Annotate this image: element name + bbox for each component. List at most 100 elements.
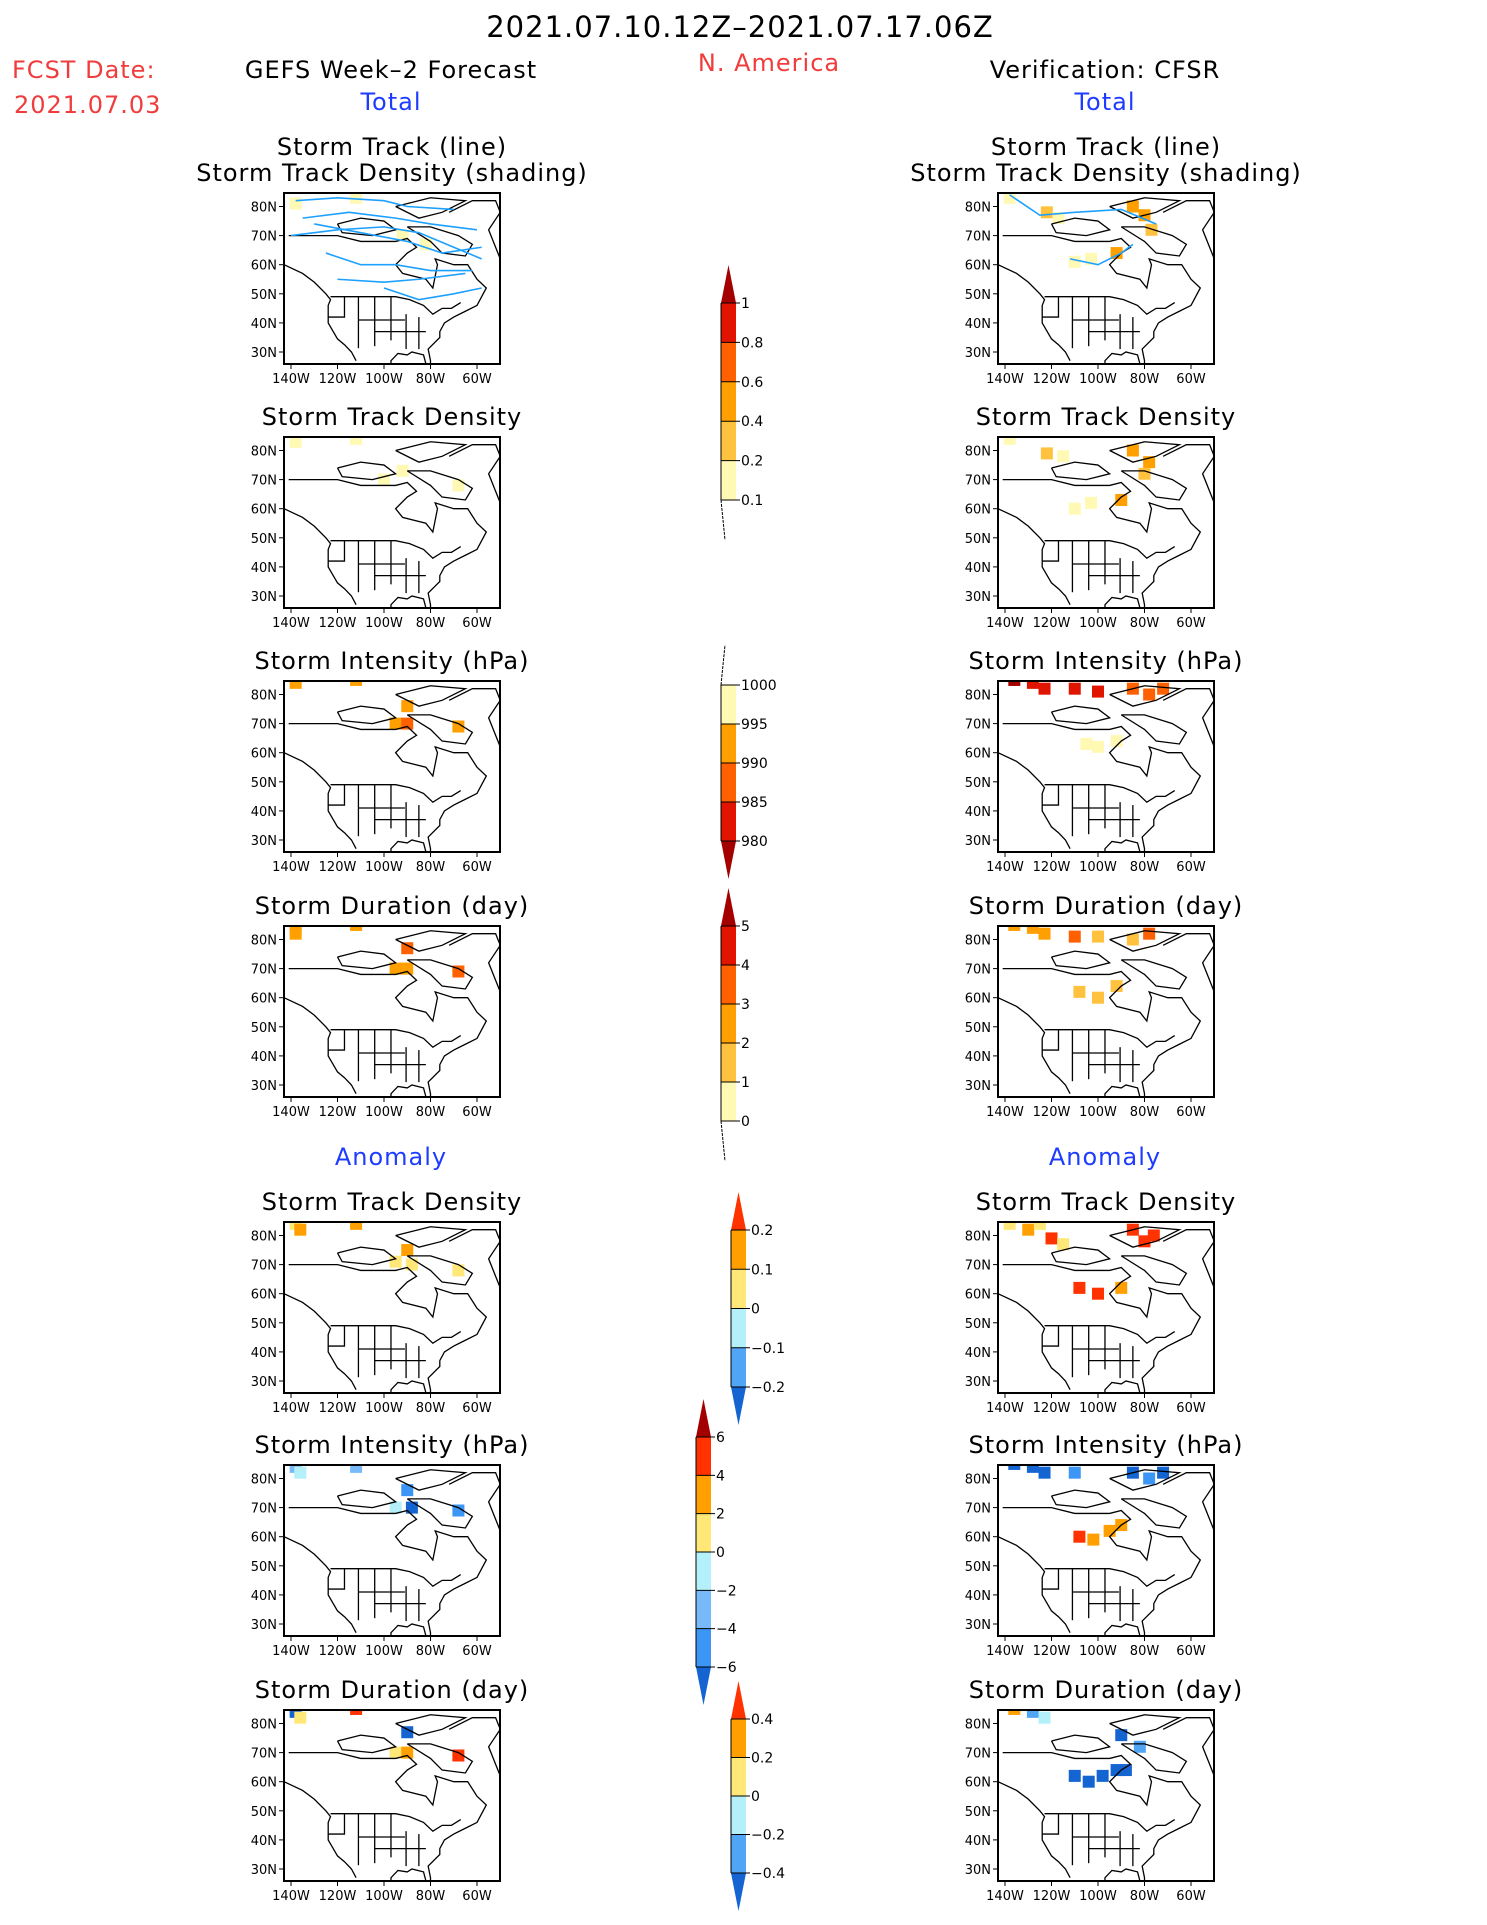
shading-cell: [1057, 1238, 1070, 1251]
lon-tick-label: 80W: [416, 616, 446, 631]
lon-tick-label: 80W: [1130, 1105, 1160, 1120]
map-frame: [283, 925, 501, 1098]
coastline: [284, 508, 357, 606]
map-content: [998, 1710, 1214, 1881]
storm-track-line: [383, 287, 482, 301]
lat-tick-label: 70N: [251, 1502, 277, 1517]
coastline: [406, 1255, 474, 1286]
map-content: [284, 437, 500, 608]
shading-cell: [1033, 1222, 1046, 1230]
colorbar-label: 6: [716, 1430, 725, 1446]
coastline: [330, 784, 462, 803]
coastline: [406, 1743, 474, 1774]
coastline: [1002, 1751, 1202, 1881]
colorbar-tail: [720, 1120, 726, 1162]
lon-tick-label: 120W: [319, 616, 357, 631]
lon-tick-label: 60W: [1176, 372, 1206, 387]
colorbar-total-density: 1 0.8 0.6 0.4 0.2 0.1: [720, 265, 763, 541]
map-panel-right: 80N 70N 60N 50N 40N 30N 140W 120W 100W 80W 60W: [965, 925, 1215, 1120]
coastline: [284, 1293, 357, 1391]
colorbar-label: −6: [716, 1660, 737, 1676]
lat-tick-label: 30N: [251, 1079, 277, 1094]
coastline: [1042, 1568, 1060, 1590]
coastline: [284, 752, 357, 850]
lon-tick-label: 120W: [319, 1401, 357, 1416]
coastline: [328, 1325, 346, 1347]
coastline: [406, 1498, 474, 1529]
lat-tick-label: 70N: [251, 963, 277, 978]
lon-tick-label: 120W: [1033, 1889, 1071, 1904]
shading-cell: [1026, 1710, 1039, 1718]
colorbar-top-triangle: [731, 1192, 746, 1230]
shading-cell: [1045, 1232, 1058, 1245]
lat-tick-label: 50N: [251, 1021, 277, 1036]
lat-tick-label: 30N: [965, 834, 991, 849]
shading-cell: [401, 1484, 414, 1497]
colorbar-label: 0.1: [741, 493, 763, 509]
map-frame: [283, 1709, 501, 1882]
lon-tick-label: 60W: [1176, 1644, 1206, 1659]
map-frame: [283, 436, 501, 609]
lat-tick-label: 70N: [965, 474, 991, 489]
lat-tick-label: 80N: [251, 1718, 277, 1733]
colorbar-segment: [696, 1628, 711, 1667]
map-content: [284, 1710, 500, 1881]
lat-tick-label: 80N: [965, 1230, 991, 1245]
shading-cell: [1115, 1729, 1128, 1742]
coastline: [1162, 444, 1214, 504]
shading-cell: [1115, 1281, 1128, 1294]
lat-tick-label: 60N: [965, 259, 991, 274]
shading-cell: [389, 1501, 402, 1514]
colorbar-segment: [721, 926, 736, 965]
coastline: [336, 1246, 398, 1266]
shading-cell: [1115, 493, 1128, 506]
lat-tick-label: 70N: [965, 718, 991, 733]
map-content: [284, 926, 500, 1097]
shading-cell: [1003, 437, 1016, 445]
panel-title: Storm Duration (day): [254, 1676, 530, 1704]
coastline: [998, 508, 1071, 606]
shading-cell: [289, 927, 302, 940]
shading-cell: [1026, 1465, 1039, 1473]
shading-cell: [1143, 1472, 1156, 1485]
coastline: [1002, 1263, 1202, 1393]
lon-tick-label: 80W: [416, 1644, 446, 1659]
lat-tick-label: 60N: [965, 747, 991, 762]
colorbar-label: 0.2: [741, 454, 763, 470]
lon-tick-label: 140W: [272, 1889, 310, 1904]
panel-title: Storm Track (line): [276, 133, 508, 161]
shading-cell: [1126, 933, 1139, 946]
panel-title: Storm Intensity (hPa): [254, 647, 530, 675]
lon-tick-label: 140W: [986, 1644, 1024, 1659]
shading-cell: [389, 1255, 402, 1268]
coastline: [448, 200, 500, 260]
coastline: [1050, 1734, 1112, 1754]
lon-tick-label: 120W: [319, 1105, 357, 1120]
coastline: [1162, 1229, 1214, 1289]
lon-tick-label: 120W: [1033, 1105, 1071, 1120]
lat-tick-label: 40N: [251, 561, 277, 576]
coastline: [288, 1263, 488, 1393]
shading-cell: [1008, 1710, 1021, 1715]
lat-tick-label: 40N: [251, 1834, 277, 1849]
colorbar-segment: [721, 342, 736, 382]
colorbar-label: 0.2: [751, 1223, 773, 1239]
lon-tick-label: 100W: [1079, 616, 1117, 631]
lat-tick-label: 80N: [965, 201, 991, 216]
lat-tick-label: 50N: [965, 1021, 991, 1036]
colorbar-segment: [721, 965, 736, 1004]
lon-tick-label: 80W: [416, 1401, 446, 1416]
lat-tick-label: 80N: [251, 445, 277, 460]
shading-cell: [1157, 1466, 1170, 1479]
coastline: [395, 1469, 468, 1491]
lat-tick-label: 80N: [251, 1230, 277, 1245]
colorbar-segment: [721, 303, 736, 343]
shading-cell: [1068, 255, 1081, 268]
colorbar-label: 1000: [741, 678, 777, 694]
coastline: [336, 950, 398, 970]
colorbar-label: 0.8: [741, 335, 763, 351]
shading-cell: [1038, 927, 1051, 940]
lat-tick-label: 60N: [965, 503, 991, 518]
lon-tick-label: 120W: [1033, 616, 1071, 631]
colorbar-label: 980: [741, 834, 768, 850]
